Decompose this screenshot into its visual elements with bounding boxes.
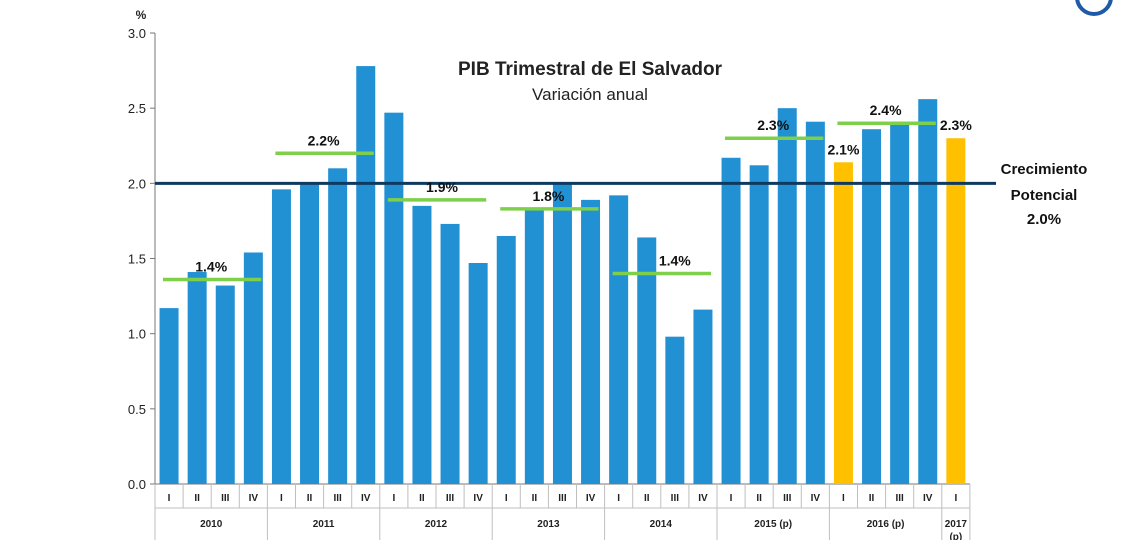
bar-2013-q4 <box>581 199 601 484</box>
bar-2015-q2 <box>749 165 769 484</box>
bar-2013-q3 <box>552 183 572 485</box>
y-tick-label: 1.0 <box>128 327 146 342</box>
line-layer <box>155 121 996 282</box>
y-tick-label: 0.5 <box>128 402 146 417</box>
bar-2010-q1 <box>159 308 179 484</box>
y-tick-label: 1.5 <box>128 252 146 267</box>
average-label: 1.9% <box>426 179 458 195</box>
quarter-label: IV <box>473 493 483 504</box>
bar-2012-q4 <box>468 263 488 484</box>
bar-2011-q3 <box>328 168 348 485</box>
year-label: 2016 (p) <box>867 519 905 530</box>
average-label: 2.4% <box>870 102 902 118</box>
bar-2010-q4 <box>243 252 263 484</box>
y-tick-label: 2.0 <box>128 176 146 191</box>
chart-title: PIB Trimestral de El Salvador <box>458 59 723 80</box>
quarter-label: IV <box>361 493 371 504</box>
quarter-label: IV <box>698 493 708 504</box>
quarter-label: I <box>505 493 508 504</box>
y-tick-label: 2.5 <box>128 101 146 116</box>
quarter-label: II <box>756 493 762 504</box>
chart-subtitle: Variación anual <box>532 85 648 104</box>
quarter-label: III <box>671 493 680 504</box>
label-layer: 1.4% 2.2% 1.9% 1.8% 1.4% 2.3% 2.4% 2.1% 2.3% <box>195 102 972 274</box>
average-label: 1.8% <box>532 188 564 204</box>
quarter-label: III <box>221 493 230 504</box>
y-tick-label: 0.0 <box>128 477 146 492</box>
quarter-label: II <box>419 493 425 504</box>
quarter-label: II <box>194 493 200 504</box>
average-label: 1.4% <box>195 259 227 275</box>
quarter-label: III <box>446 493 455 504</box>
quarter-label: II <box>532 493 538 504</box>
bar-2015-q3 <box>777 108 797 485</box>
bar-2010-q2 <box>187 272 207 484</box>
quarter-label: I <box>280 493 283 504</box>
bar-2016-q4 <box>918 99 938 484</box>
year-label-suffix: (p) <box>949 532 962 540</box>
bar-2013-q1 <box>496 235 516 484</box>
bar-2014-q1 <box>609 195 629 485</box>
bar-2015-q4 <box>805 121 825 485</box>
quarter-label: III <box>783 493 792 504</box>
bar-2012-q2 <box>412 205 432 484</box>
year-label: 2014 <box>650 519 673 530</box>
quarter-label: IV <box>811 493 821 504</box>
quarter-label: III <box>333 493 342 504</box>
year-label: 2017 <box>945 519 968 530</box>
average-label: 2.2% <box>308 132 340 148</box>
bar-2011-q4 <box>356 66 376 484</box>
quarter-label: II <box>644 493 650 504</box>
year-label: 2013 <box>537 519 560 530</box>
y-tick-label: 3.0 <box>128 26 146 41</box>
quarter-label: I <box>730 493 733 504</box>
value-label: 2.3% <box>940 117 972 133</box>
year-label: 2010 <box>200 519 223 530</box>
bar-2014-q2 <box>637 237 657 484</box>
bar-2011-q1 <box>271 189 291 484</box>
quarter-label: IV <box>923 493 933 504</box>
bar-2013-q2 <box>524 210 544 485</box>
bar-2016-q2 <box>862 129 882 485</box>
bar-2012-q1 <box>384 112 404 484</box>
quarter-label: IV <box>249 493 259 504</box>
bar-2017-q1 <box>946 138 966 484</box>
quarter-label: II <box>869 493 875 504</box>
quarter-label: I <box>954 493 957 504</box>
value-label: 2.1% <box>827 141 859 157</box>
bar-2014-q4 <box>693 309 713 484</box>
bar-2010-q3 <box>215 285 235 484</box>
reference-label-line-3: 2.0% <box>1027 211 1061 228</box>
quarter-label: III <box>558 493 567 504</box>
bar-2016-q1 <box>833 162 853 484</box>
average-label: 1.4% <box>659 253 691 269</box>
year-label: 2011 <box>313 519 335 530</box>
bar-2014-q3 <box>665 336 685 484</box>
bar-2012-q3 <box>440 223 460 484</box>
reference-label-line-2: Potencial <box>1011 187 1078 204</box>
average-label: 2.3% <box>757 117 789 133</box>
bar-layer <box>159 66 966 485</box>
quarter-label: I <box>617 493 620 504</box>
logo <box>1075 0 1113 16</box>
quarter-label: II <box>307 493 313 504</box>
year-label: 2012 <box>425 519 448 530</box>
quarter-label: I <box>392 493 395 504</box>
y-unit-label: % <box>136 8 147 22</box>
quarter-label: I <box>842 493 845 504</box>
quarter-label: III <box>895 493 904 504</box>
quarter-label: IV <box>586 493 596 504</box>
bar-2011-q2 <box>300 183 320 485</box>
bar-2016-q3 <box>890 123 910 484</box>
bar-2015-q1 <box>721 157 741 484</box>
year-label: 2015 (p) <box>754 519 792 530</box>
reference-label-line-1: Crecimiento <box>1001 161 1088 178</box>
quarter-label: I <box>168 493 171 504</box>
